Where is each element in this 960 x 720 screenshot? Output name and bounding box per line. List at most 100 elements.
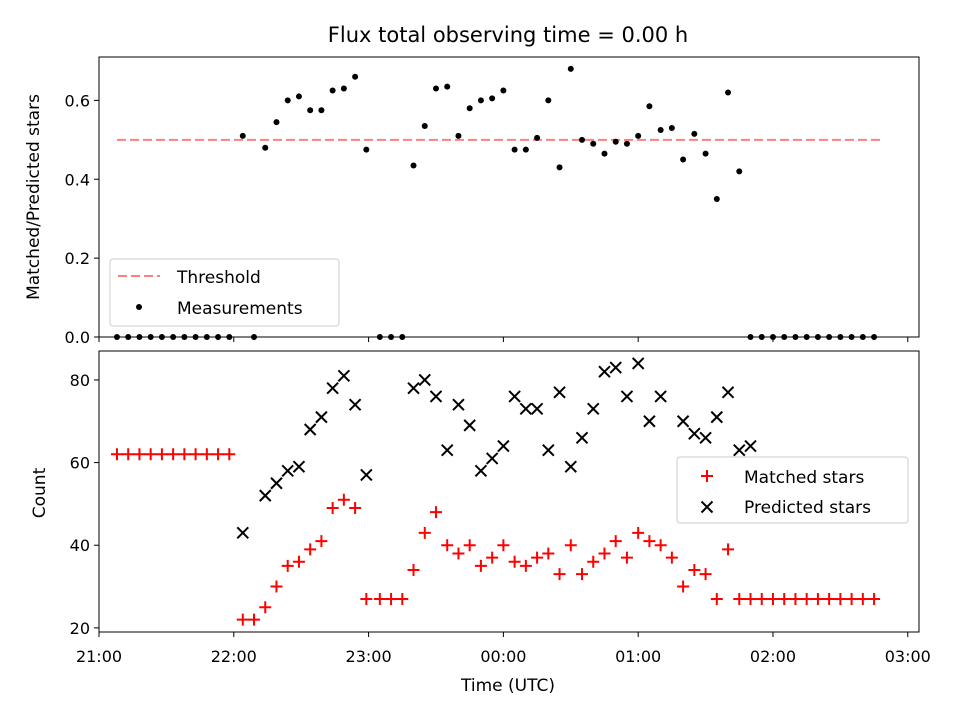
bottom-y-tick-label: 40	[70, 536, 90, 555]
legend-predicted-label: Predicted stars	[744, 498, 871, 518]
matched-star-point	[396, 592, 409, 605]
predicted-star-point	[688, 427, 701, 440]
matched-star-point	[349, 502, 362, 515]
predicted-star-point	[441, 443, 454, 457]
predicted-star-point	[530, 402, 544, 416]
matched-star-point	[519, 559, 532, 572]
predicted-star-point	[733, 443, 746, 457]
predicted-star-point	[348, 398, 362, 411]
matched-star-point	[699, 568, 712, 581]
bottom-axes-frame	[98, 350, 920, 633]
x-tick-label: 00:00	[480, 647, 526, 666]
measurement-point	[646, 103, 653, 110]
measurement-point	[466, 105, 473, 112]
matched-star-point	[823, 592, 836, 605]
matched-star-point	[766, 592, 779, 605]
measurement-point	[363, 146, 370, 153]
measurement-point	[556, 164, 563, 171]
matched-star-point	[508, 555, 521, 568]
matched-star-point	[236, 613, 249, 626]
predicted-star-point	[259, 489, 272, 502]
top-y-tick-label: 0.4	[65, 170, 90, 189]
x-tick-label: 23:00	[346, 647, 392, 666]
measurement-point	[455, 132, 462, 139]
measurement-point	[601, 150, 608, 157]
matched-star-point	[441, 539, 454, 552]
matched-star-point	[223, 448, 236, 461]
matched-star-point	[259, 601, 272, 614]
predicted-star-point	[519, 402, 533, 416]
matched-star-point	[178, 448, 191, 461]
matched-star-point	[845, 592, 858, 605]
predicted-star-point	[270, 477, 283, 490]
matched-star-point	[620, 551, 633, 564]
matched-star-point	[281, 559, 294, 572]
bottom-legend-box	[676, 456, 909, 524]
matched-star-point	[144, 448, 157, 461]
matched-star-point	[553, 568, 566, 581]
predicted-star-point	[429, 390, 443, 403]
measurement-point	[612, 138, 619, 145]
predicted-star-point	[281, 464, 294, 478]
top-panel: 0.0 0.2 0.4 0.6 Threshold Measurements	[65, 56, 920, 347]
matched-star-point	[609, 535, 622, 548]
measurement-point	[295, 93, 302, 100]
matched-star-point	[200, 448, 213, 461]
matched-star-point	[326, 502, 339, 515]
matched-star-point	[373, 592, 386, 605]
bottom-y-tick-label: 60	[70, 454, 90, 473]
predicted-star-point	[337, 369, 351, 383]
top-y-tick-label: 0.2	[65, 249, 90, 268]
matched-star-point	[665, 551, 678, 564]
x-axis-label: Time (UTC)	[460, 676, 555, 696]
measurement-point	[511, 146, 518, 153]
bottom-panel: 20 40 60 80 21:00 22:00 23:00 00:00 01:00 02:00 03…	[70, 350, 931, 666]
matched-star-point	[564, 539, 577, 552]
matched-star-point	[248, 613, 261, 626]
predicted-star-point	[326, 381, 339, 395]
top-chart-title: Flux total observing time = 0.00 h	[328, 23, 688, 47]
measurement-point	[545, 97, 552, 104]
matched-star-point	[385, 592, 398, 605]
predicted-star-point	[474, 464, 488, 478]
legend-matched-swatch	[701, 470, 713, 482]
matched-star-point	[474, 559, 487, 572]
matched-star-point	[542, 547, 555, 560]
matched-star-point	[710, 592, 723, 605]
bottom-y-tick-label: 80	[70, 371, 90, 390]
matched-star-point	[587, 555, 600, 568]
matched-star-point	[497, 539, 510, 552]
predicted-star-point	[744, 439, 757, 453]
matched-star-point	[632, 526, 645, 539]
measurement-point	[273, 119, 280, 126]
matched-star-point	[856, 592, 869, 605]
measurement-point	[680, 156, 687, 163]
matched-star-point	[110, 448, 123, 461]
top-axes-frame	[98, 56, 920, 338]
predicted-star-point	[620, 390, 634, 403]
measurement-point	[444, 83, 451, 90]
matched-star-point	[598, 547, 611, 560]
predicted-star-point	[631, 357, 645, 370]
predicted-star-point	[564, 460, 577, 473]
matched-star-point	[654, 539, 667, 552]
measurement-point	[657, 126, 664, 133]
predicted-star-point	[676, 415, 690, 428]
measurement-point	[691, 130, 698, 137]
matched-star-point	[270, 580, 283, 593]
predicted-star-point	[575, 431, 589, 444]
measurement-point	[668, 124, 675, 131]
measurement-point	[410, 162, 417, 169]
predicted-star-point	[553, 386, 566, 399]
measurement-point	[522, 146, 529, 153]
matched-star-point	[155, 448, 168, 461]
matched-star-point	[189, 448, 202, 461]
measurement-point	[725, 89, 732, 96]
predicted-star-point	[303, 423, 317, 436]
matched-star-point	[677, 580, 690, 593]
matched-star-point	[576, 568, 589, 581]
predicted-star-point	[699, 431, 712, 444]
matched-star-point	[643, 535, 656, 548]
x-tick-label: 02:00	[750, 647, 796, 666]
